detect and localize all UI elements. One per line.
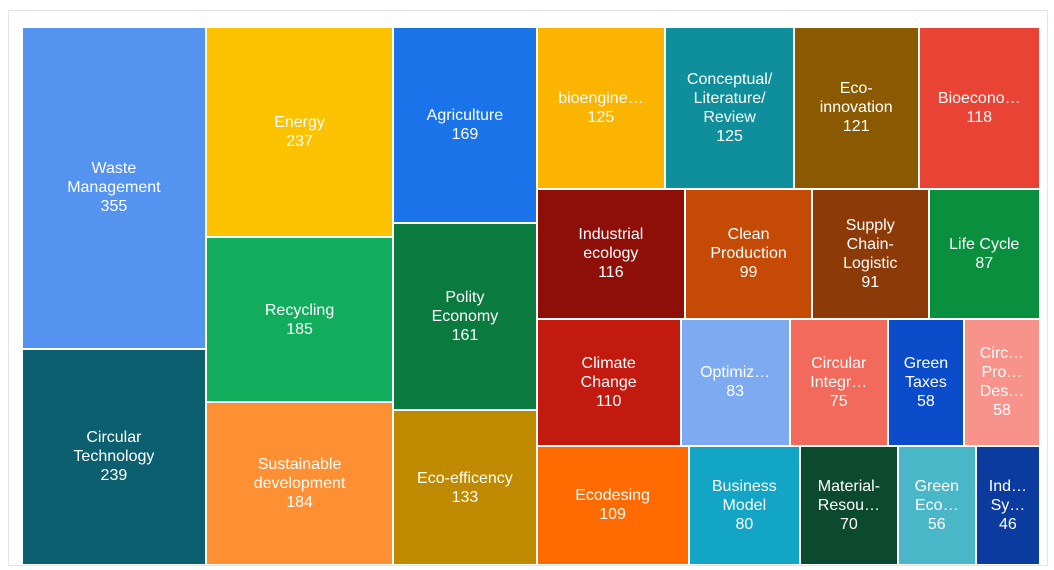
tile-value: 91 xyxy=(861,273,880,291)
tile-value: 121 xyxy=(842,118,870,136)
chart-frame xyxy=(8,10,1048,566)
tile: Bioecono… 118 xyxy=(918,27,1040,189)
tile-value: 237 xyxy=(286,133,313,151)
tile-value: 185 xyxy=(286,320,313,338)
tile-value: 56 xyxy=(927,515,946,533)
tile-label: Green Taxes xyxy=(903,354,949,391)
tile-label: Optimiz… xyxy=(700,364,771,382)
tile-value: 99 xyxy=(739,264,758,282)
tile: Industrial ecology 116 xyxy=(536,188,686,319)
tile: Business Model 80 xyxy=(688,445,801,565)
tile-label: Material- Resou… xyxy=(817,477,881,514)
tile-value: 169 xyxy=(451,126,479,144)
tile-value: 70 xyxy=(840,515,858,533)
tile: Eco- innovation 121 xyxy=(793,27,919,189)
treemap: Waste Management 355 Circular Technology 23… xyxy=(22,27,1040,565)
tile: bioengine… 125 xyxy=(536,27,666,189)
tile-label: Clean Production xyxy=(710,226,787,263)
tile-label: Green Eco… xyxy=(914,477,960,514)
tile-value: 118 xyxy=(966,108,992,126)
tile: Energy 237 xyxy=(205,27,394,238)
tile-value: 87 xyxy=(975,254,994,272)
tile: Recycling 185 xyxy=(205,237,394,402)
tile-label: Circ… Pro… Des… xyxy=(979,345,1025,401)
tile-value: 161 xyxy=(451,327,479,345)
tile: Sustainable development 184 xyxy=(205,401,394,565)
tile-label: Ind… Sy… xyxy=(988,477,1028,514)
tile: Waste Management 355 xyxy=(22,27,206,349)
tile-label: bioengine… xyxy=(558,89,644,107)
tile-label: Polity Economy xyxy=(431,289,499,326)
tile: Eco-efficency 133 xyxy=(393,410,537,565)
tile-label: Industrial ecology xyxy=(578,226,644,263)
tile: Circ… Pro… Des… 58 xyxy=(963,318,1040,446)
tile: Conceptual/ Literature/ Review 125 xyxy=(665,27,794,189)
tile-label: Energy xyxy=(274,114,325,132)
tile: Polity Economy 161 xyxy=(393,223,537,411)
tile-value: 75 xyxy=(829,392,848,410)
tile: Optimiz… 83 xyxy=(680,318,790,446)
tile: Circular Technology 239 xyxy=(22,348,206,565)
tile: Life Cycle 87 xyxy=(928,188,1040,319)
tile-value: 355 xyxy=(100,198,128,216)
tile-label: Climate Change xyxy=(580,354,637,391)
tile-value: 133 xyxy=(451,488,479,506)
tile: Agriculture 169 xyxy=(393,27,537,224)
tile-value: 58 xyxy=(917,392,935,410)
tile-value: 46 xyxy=(999,515,1017,533)
tile-value: 125 xyxy=(716,127,743,145)
tile-label: Sustainable development xyxy=(253,455,346,492)
tile-value: 58 xyxy=(993,402,1011,420)
tile: Green Taxes 58 xyxy=(887,318,964,446)
tile-value: 110 xyxy=(595,392,622,410)
tile-label: Bioecono… xyxy=(937,89,1021,107)
tile-label: Agriculture xyxy=(426,107,504,125)
tile-value: 80 xyxy=(735,515,754,533)
tile-label: Circular Integr… xyxy=(810,354,868,391)
tile: Supply Chain- Logistic 91 xyxy=(811,188,929,319)
tile-value: 116 xyxy=(598,264,624,282)
tile-label: Eco-efficency xyxy=(417,469,513,487)
tile: Circular Integr… 75 xyxy=(789,318,888,446)
tile-label: Ecodesing xyxy=(575,487,650,505)
tile-label: Waste Management xyxy=(67,160,161,197)
tile: Ind… Sy… 46 xyxy=(975,445,1040,565)
tile-label: Circular Technology xyxy=(73,429,155,466)
tile-label: Business Model xyxy=(711,477,777,514)
tile-value: 109 xyxy=(599,506,626,524)
tile-label: Supply Chain- Logistic xyxy=(843,216,898,272)
tile-label: Recycling xyxy=(264,301,335,319)
tile-label: Conceptual/ Literature/ Review xyxy=(686,70,773,126)
tile-value: 125 xyxy=(587,108,615,126)
tile: Climate Change 110 xyxy=(536,318,681,446)
tile-value: 239 xyxy=(100,467,128,485)
tile: Green Eco… 56 xyxy=(897,445,976,565)
tile-label: Life Cycle xyxy=(949,235,1020,253)
tile: Ecodesing 109 xyxy=(536,445,689,565)
tile-label: Eco- innovation xyxy=(819,80,893,117)
tile-value: 184 xyxy=(286,493,313,511)
tile-value: 83 xyxy=(726,383,745,401)
tile: Material- Resou… 70 xyxy=(800,445,898,565)
tile: Clean Production 99 xyxy=(685,188,812,319)
